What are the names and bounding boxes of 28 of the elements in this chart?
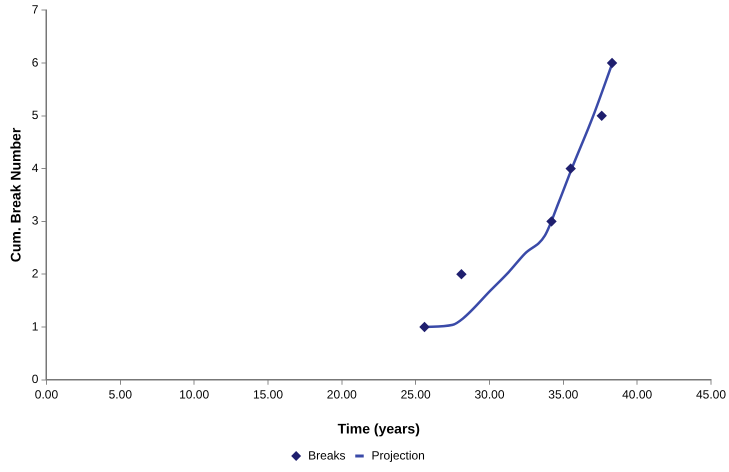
x-tick-label: 40.00 [622, 387, 652, 402]
y-tick-label: 3 [32, 214, 39, 228]
y-tick-label: 5 [32, 108, 39, 122]
y-tick-label: 2 [32, 266, 39, 281]
y-tick-label: 7 [32, 2, 39, 17]
x-tick-label: 20.00 [326, 387, 358, 402]
point [456, 269, 466, 280]
y-tick-label: 0 [32, 372, 39, 386]
point [546, 216, 557, 226]
y-tick-label: 6 [32, 55, 39, 70]
legend-label: Projection [371, 448, 425, 462]
x-tick-label: 0.00 [34, 387, 58, 402]
y-axis-title: Cum. Break Number [7, 127, 24, 262]
x-tick-label: 25.00 [400, 387, 431, 402]
x-tick-label: 30.00 [474, 387, 505, 402]
x-tick-label: 35.00 [548, 387, 579, 402]
x-tick-label: 45.00 [696, 387, 726, 402]
y-tick-label: 4 [32, 160, 39, 175]
point [607, 58, 618, 68]
point [596, 110, 607, 121]
x-tick-label: 10.00 [179, 387, 210, 402]
x-tick-label: 15.00 [252, 387, 284, 402]
y-tick-label: 1 [32, 319, 39, 334]
x-tick-label: 5.00 [108, 387, 132, 402]
legend-label: Breaks [308, 448, 346, 462]
x-axis-title: Time (years) [338, 420, 420, 436]
point [420, 322, 430, 332]
point [566, 164, 576, 174]
